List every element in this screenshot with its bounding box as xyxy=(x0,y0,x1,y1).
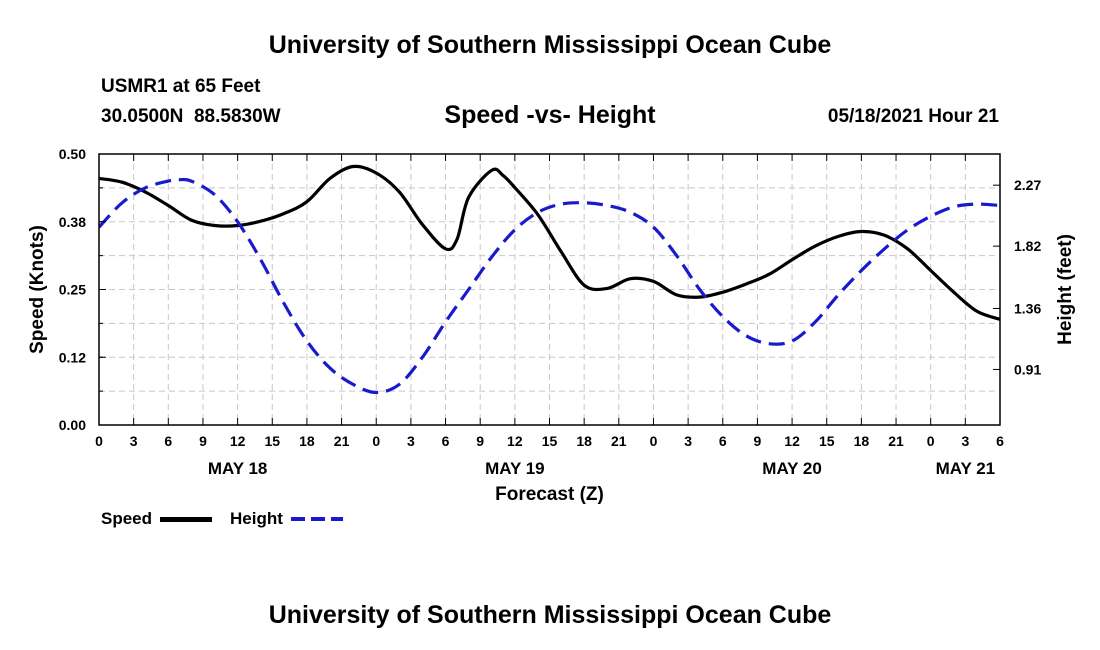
x-tick-label: 18 xyxy=(576,433,592,449)
y-tick-label: 0.12 xyxy=(59,349,86,365)
x-tick-label: 9 xyxy=(199,433,207,449)
y-tick-label: 0.38 xyxy=(59,214,86,230)
x-tick-label: 0 xyxy=(95,433,103,449)
x-tick-label: 12 xyxy=(230,433,246,449)
x-tick-label: 0 xyxy=(927,433,935,449)
x-tick-label: 21 xyxy=(334,433,350,449)
y-tick-label: 0.00 xyxy=(59,417,86,433)
height-series-line xyxy=(99,177,1000,395)
y-tick-label: 0.25 xyxy=(59,282,86,298)
page-title-top: University of Southern Mississippi Ocean… xyxy=(268,31,832,59)
y-axis-title: Speed (Knots) xyxy=(27,225,48,354)
datetime-label: 05/18/2021 Hour 21 xyxy=(827,106,999,127)
x-tick-label: 9 xyxy=(476,433,484,449)
x-tick-label: 3 xyxy=(961,433,969,449)
x-tick-label: 18 xyxy=(854,433,870,449)
y2-tick-label: 1.82 xyxy=(1014,238,1041,254)
x-date-label: MAY 18 xyxy=(208,459,268,478)
x-date-label: MAY 19 xyxy=(485,459,545,478)
x-tick-label: 0 xyxy=(650,433,658,449)
x-tick-label: 12 xyxy=(507,433,523,449)
legend-speed-swatch xyxy=(160,517,212,522)
x-tick-label: 9 xyxy=(754,433,762,449)
x-tick-label: 15 xyxy=(819,433,835,449)
x-tick-label: 15 xyxy=(264,433,280,449)
y2-tick-label: 2.27 xyxy=(1014,177,1041,193)
y2-tick-label: 1.36 xyxy=(1014,300,1041,316)
x-tick-label: 6 xyxy=(719,433,727,449)
legend-height-label: Height xyxy=(230,509,283,528)
x-tick-label: 6 xyxy=(442,433,450,449)
legend-height-swatch xyxy=(291,517,343,521)
x-tick-label: 6 xyxy=(164,433,172,449)
y2-tick-label: 0.91 xyxy=(1014,361,1041,377)
x-date-label: MAY 21 xyxy=(936,459,996,478)
x-tick-label: 21 xyxy=(611,433,627,449)
x-tick-label: 18 xyxy=(299,433,315,449)
coordinates-label: 30.0500N 88.5830W xyxy=(101,106,281,127)
x-tick-label: 3 xyxy=(684,433,692,449)
x-tick-label: 3 xyxy=(407,433,415,449)
page-title-bottom: University of Southern Mississippi Ocean… xyxy=(268,601,832,629)
y2-axis-title: Height (feet) xyxy=(1055,234,1076,345)
x-tick-label: 3 xyxy=(130,433,138,449)
x-tick-label: 15 xyxy=(542,433,558,449)
x-date-label: MAY 20 xyxy=(762,459,822,478)
x-axis-title: Forecast (Z) xyxy=(495,484,604,505)
chart-title: Speed -vs- Height xyxy=(444,101,656,129)
x-tick-label: 12 xyxy=(784,433,800,449)
station-label: USMR1 at 65 Feet xyxy=(101,76,261,97)
legend-speed-label: Speed xyxy=(101,509,153,528)
x-tick-label: 0 xyxy=(372,433,380,449)
x-tick-label: 6 xyxy=(996,433,1004,449)
y-tick-label: 0.50 xyxy=(59,146,86,162)
speed-series-line xyxy=(99,164,1000,321)
x-tick-label: 21 xyxy=(888,433,904,449)
